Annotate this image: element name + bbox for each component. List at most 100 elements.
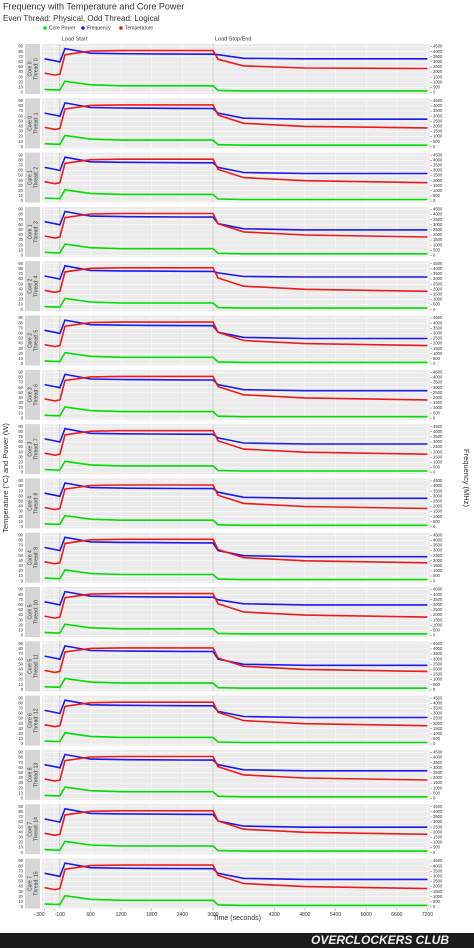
y-tick-label: 60 <box>18 59 23 64</box>
y2-tick-label: 3500 <box>433 271 443 276</box>
y-tick-label: 60 <box>18 873 23 878</box>
watermark-band <box>0 933 474 948</box>
series-line <box>44 49 428 76</box>
y-tick-label: 40 <box>18 721 23 726</box>
chart-subtitle: Even Thread: Physical, Odd Thread: Logic… <box>3 14 160 23</box>
legend-marker <box>119 26 123 30</box>
y-tick-label: 0 <box>21 198 24 203</box>
y-axis-label: Temperature (°C) and Power (W) <box>1 423 10 533</box>
strip <box>25 749 40 800</box>
x-tick-label: 5400 <box>330 912 341 918</box>
y2-tick-label: 3000 <box>433 276 443 281</box>
y-tick-label: 60 <box>18 385 23 390</box>
y2-tick-label: 500 <box>433 193 441 198</box>
y2-tick-label: 3500 <box>433 434 443 439</box>
y-tick-label: 90 <box>18 532 23 537</box>
strip-label: Thread: 2 <box>33 167 39 189</box>
y-tick-label: 10 <box>18 356 23 361</box>
y-tick-label: 50 <box>18 498 23 503</box>
y-tick-label: 20 <box>18 514 23 519</box>
y2-tick-label: 3000 <box>433 602 443 607</box>
y2-tick-label: 3000 <box>433 493 443 498</box>
x-tick-label: -100 <box>55 912 65 918</box>
y2-tick-label: 1000 <box>433 134 443 139</box>
y-tick-label: 40 <box>18 884 23 889</box>
y-tick-label: 0 <box>21 307 24 312</box>
strip <box>25 587 40 637</box>
strip-label: Thread: 6 <box>33 384 39 406</box>
y-tick-label: 0 <box>21 415 24 420</box>
y2-tick-label: 0 <box>433 524 436 529</box>
series-line <box>44 514 428 527</box>
y-tick-label: 50 <box>18 553 23 558</box>
series-line <box>44 351 428 364</box>
y-tick-label: 30 <box>18 889 23 894</box>
y-tick-label: 90 <box>18 804 23 809</box>
y-tick-label: 0 <box>21 850 24 855</box>
y2-tick-label: 4500 <box>433 369 443 374</box>
y2-tick-label: 4000 <box>433 863 443 868</box>
y2-tick-label: 1000 <box>433 459 443 464</box>
y2-tick-label: 500 <box>433 682 441 687</box>
y-tick-label: 10 <box>18 465 23 470</box>
y2-tick-label: 500 <box>433 627 441 632</box>
y-tick-label: 50 <box>18 607 23 612</box>
y-tick-label: 40 <box>18 232 23 237</box>
y2-tick-label: 0 <box>433 633 436 638</box>
y-tick-label: 10 <box>18 682 23 687</box>
y-tick-label: 30 <box>18 291 23 296</box>
y-tick-label: 50 <box>18 173 23 178</box>
x-tick-label: 600 <box>86 912 95 918</box>
series-line <box>44 810 428 837</box>
y2-tick-label: 2500 <box>433 64 443 69</box>
y2-tick-label: 4500 <box>433 98 443 103</box>
y-tick-label: 0 <box>21 144 24 149</box>
series-line <box>44 536 428 558</box>
y2-tick-label: 2500 <box>433 661 443 666</box>
strip <box>25 44 40 94</box>
y2-tick-label: 1500 <box>433 726 443 731</box>
y2-tick-label: 2500 <box>433 390 443 395</box>
y-tick-label: 30 <box>18 509 23 514</box>
y-tick-label: 40 <box>18 69 23 74</box>
series-line <box>44 755 428 782</box>
strip <box>25 315 40 366</box>
watermark: OVERCLOCKERS CLUB <box>311 933 449 947</box>
series-line <box>44 862 428 881</box>
series-line <box>44 538 428 565</box>
y-tick-label: 70 <box>18 217 23 222</box>
y-tick-label: 10 <box>18 247 23 252</box>
series-line <box>44 753 428 772</box>
y2-tick-label: 1500 <box>433 780 443 785</box>
y2-tick-label: 1000 <box>433 677 443 682</box>
series-line <box>44 319 428 340</box>
y-tick-label: 10 <box>18 410 23 415</box>
strip <box>25 695 40 746</box>
y2-tick-label: 1000 <box>433 297 443 302</box>
y2-tick-label: 2500 <box>433 227 443 232</box>
y-tick-label: 20 <box>18 459 23 464</box>
y-tick-label: 50 <box>18 118 23 123</box>
x-axis-label: Time (seconds) <box>213 915 261 922</box>
series-line <box>44 80 428 92</box>
y-tick-label: 50 <box>18 444 23 449</box>
y2-tick-label: 2500 <box>433 607 443 612</box>
y-tick-label: 40 <box>18 612 23 617</box>
y-tick-label: 80 <box>18 103 23 108</box>
series-line <box>44 134 428 146</box>
y-tick-label: 40 <box>18 558 23 563</box>
series-line <box>44 267 428 294</box>
y2-tick-label: 0 <box>433 252 436 257</box>
y2-tick-label: 500 <box>433 899 441 904</box>
strip <box>25 858 40 909</box>
strip-label: Core 2 <box>27 333 33 348</box>
y2-tick-label: 3000 <box>433 59 443 64</box>
x-tick-label: 6000 <box>361 912 372 918</box>
y-tick-label: 20 <box>18 188 23 193</box>
y2-tick-label: 4000 <box>433 157 443 162</box>
strip-label: Thread: 8 <box>33 492 39 514</box>
y-tick-label: 90 <box>18 641 23 646</box>
y-tick-label: 70 <box>18 271 23 276</box>
y-tick-label: 20 <box>18 894 23 899</box>
y2-tick-label: 1500 <box>433 183 443 188</box>
